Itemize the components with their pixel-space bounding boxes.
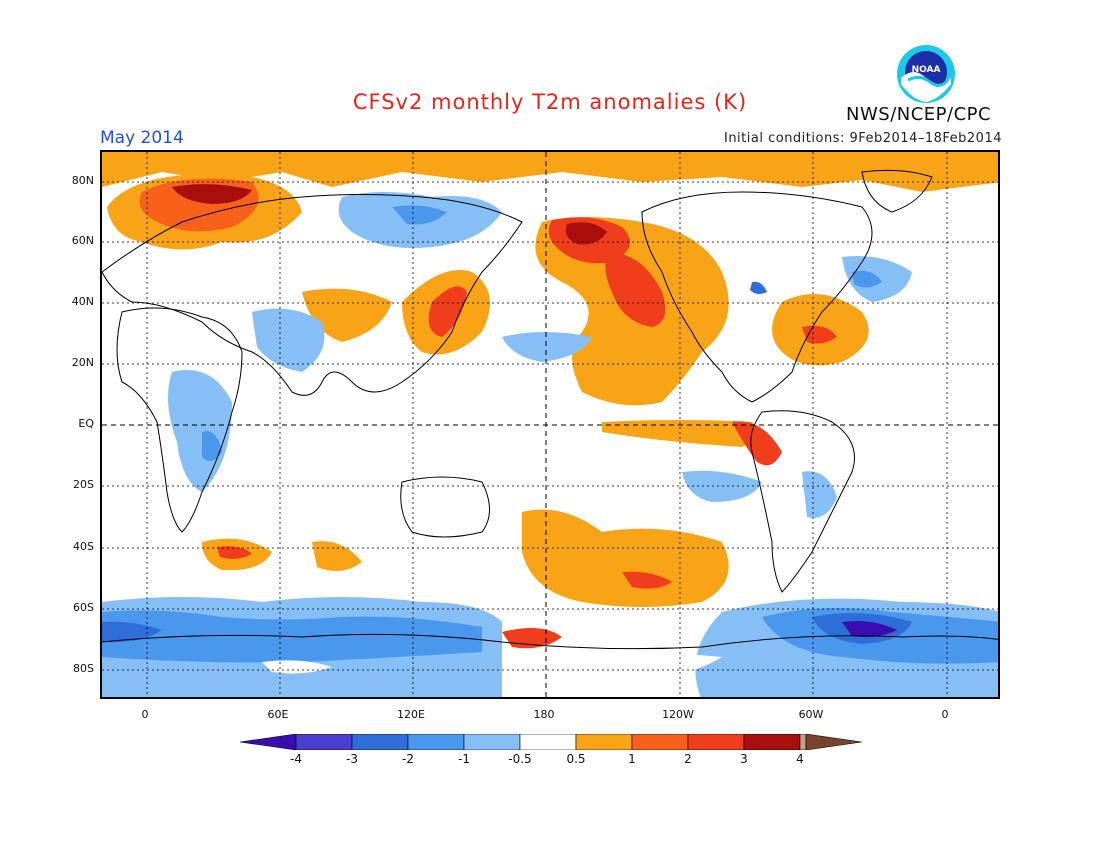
south-america-cool bbox=[802, 471, 837, 518]
colorbar-cell bbox=[519, 734, 577, 750]
x-tick-label: 0 bbox=[141, 708, 149, 721]
africa-coast bbox=[116, 307, 243, 533]
svg-text:NOAA: NOAA bbox=[912, 65, 941, 75]
anomaly-map bbox=[100, 150, 1000, 699]
x-tick-label: 60E bbox=[267, 708, 289, 721]
colorbar-cell bbox=[240, 734, 297, 750]
positive-anomaly-regions bbox=[102, 152, 998, 649]
colorbar-cell bbox=[407, 734, 465, 750]
x-tick-label: 120E bbox=[397, 708, 425, 721]
colorbar-cell bbox=[295, 734, 353, 750]
y-tick-label: 40N bbox=[71, 295, 94, 308]
equatorial-pacific-warm bbox=[602, 420, 756, 447]
north-america-coast bbox=[641, 191, 873, 403]
northeast-pacific-hot bbox=[605, 252, 666, 327]
colorbar-cell bbox=[575, 734, 633, 750]
alaska-core bbox=[565, 222, 607, 245]
colorbar bbox=[240, 734, 862, 750]
negative-anomaly-regions bbox=[102, 192, 998, 697]
greenland-coast bbox=[861, 169, 933, 213]
map-title: CFSv2 monthly T2m anomalies (K) bbox=[352, 90, 748, 114]
colorbar-label: 3 bbox=[740, 752, 748, 766]
colorbar-label: -1 bbox=[458, 752, 470, 766]
weddell-coldest bbox=[842, 621, 897, 638]
map-gridlines bbox=[102, 152, 998, 697]
x-tick-label: 0 bbox=[941, 708, 949, 721]
antarctic-interior-white bbox=[262, 660, 332, 674]
central-asia-cool bbox=[252, 308, 325, 372]
japan-hot bbox=[428, 286, 467, 337]
colorbar-cell bbox=[351, 734, 409, 750]
colorbar-cell bbox=[805, 734, 862, 750]
colorbar-cell bbox=[743, 734, 801, 750]
colorbar-label: -4 bbox=[290, 752, 302, 766]
x-tick-label: 180 bbox=[533, 708, 555, 721]
colorbar-label: 4 bbox=[796, 752, 804, 766]
antarctica-coast bbox=[102, 633, 998, 650]
agency-label: NWS/NCEP/CPC bbox=[846, 104, 992, 125]
initial-conditions-label: Initial conditions: 9Feb2014–18Feb2014 bbox=[723, 131, 1002, 146]
south-pacific-warm bbox=[522, 509, 729, 607]
australia-coast bbox=[400, 476, 490, 538]
colorbar-cell bbox=[463, 734, 521, 750]
china-warm bbox=[302, 288, 392, 342]
forecast-month-label: May 2014 bbox=[100, 128, 184, 148]
antarctic-interior-white-2 bbox=[522, 652, 722, 682]
y-tick-label: 80N bbox=[71, 174, 94, 187]
x-tick-label: 60W bbox=[798, 708, 824, 721]
colorbar-label: -2 bbox=[402, 752, 414, 766]
anomaly-field bbox=[102, 152, 998, 697]
equator-dateline bbox=[102, 152, 998, 697]
y-tick-label: 60S bbox=[73, 601, 94, 614]
africa-cooler bbox=[202, 431, 222, 461]
y-tick-label: 80S bbox=[73, 662, 94, 675]
x-tick-label: 120W bbox=[662, 708, 694, 721]
y-tick-label: 20N bbox=[71, 356, 94, 369]
colorbar-cell bbox=[799, 734, 807, 750]
peru-hot bbox=[732, 421, 782, 466]
y-tick-label: 60N bbox=[71, 234, 94, 247]
scandinavia-hot bbox=[172, 184, 252, 204]
y-tick-label: 40S bbox=[73, 540, 94, 553]
africa-cool bbox=[168, 370, 232, 492]
siberia-cooler bbox=[392, 205, 447, 225]
noaa-logo-icon: NOAA bbox=[897, 45, 955, 103]
great-lakes-cool bbox=[750, 281, 767, 295]
central-pacific-cool bbox=[502, 332, 592, 362]
indian-ocean-hot bbox=[217, 546, 252, 559]
colorbar-label: 2 bbox=[684, 752, 692, 766]
colorbar-label: -3 bbox=[346, 752, 358, 766]
y-tick-label: 20S bbox=[73, 478, 94, 491]
colorbar-label: 1 bbox=[628, 752, 636, 766]
colorbar-cell bbox=[687, 734, 745, 750]
antarctic-warm bbox=[502, 628, 562, 649]
colorbar-cell bbox=[631, 734, 689, 750]
colorbar-label: 0.5 bbox=[566, 752, 586, 766]
y-tick-label: EQ bbox=[78, 417, 94, 430]
south-indian-warm bbox=[312, 541, 362, 571]
north-atlantic-cooler bbox=[852, 270, 882, 288]
eurasia-coast bbox=[102, 194, 523, 396]
colorbar-label: -0.5 bbox=[508, 752, 532, 766]
south-pacific-hot bbox=[622, 571, 672, 589]
